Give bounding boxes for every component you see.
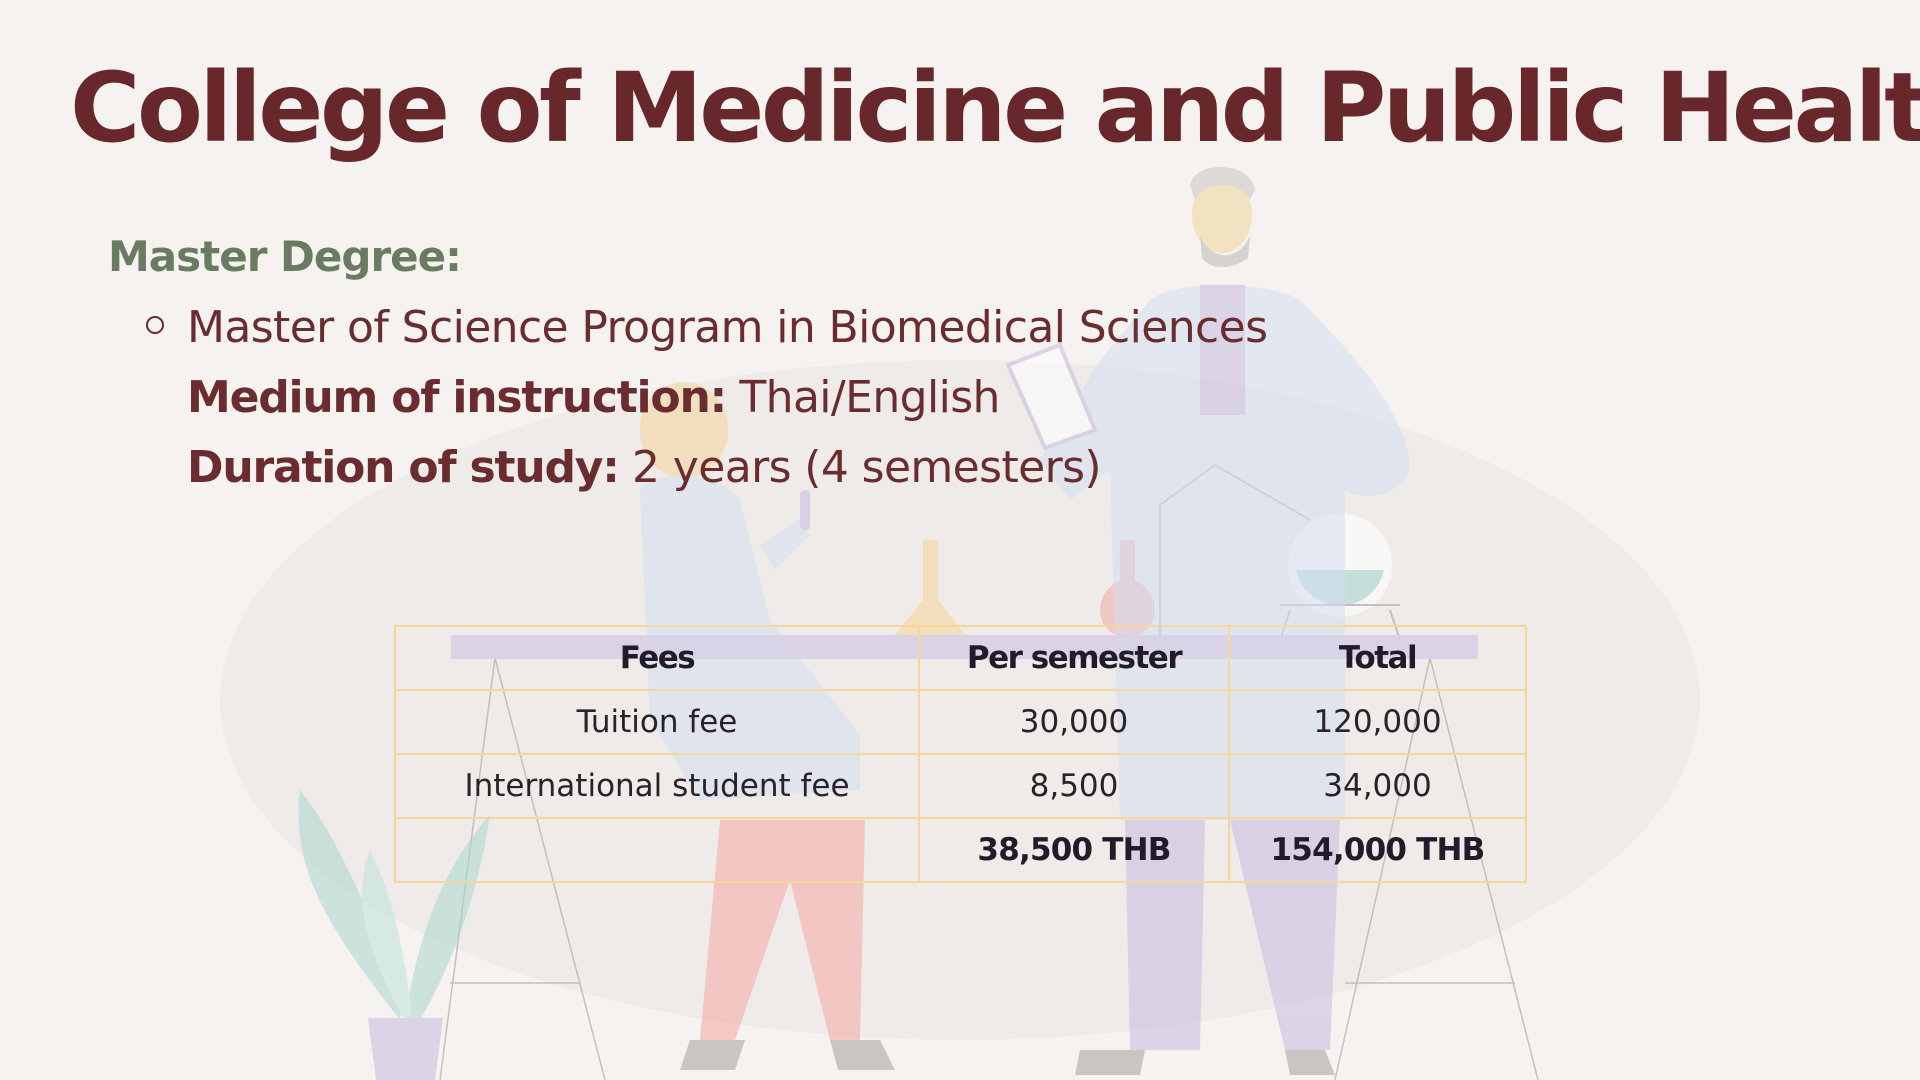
column-header-fees: Fees: [394, 625, 920, 691]
table-row: International student fee 8,500 34,000: [394, 753, 1527, 819]
fee-name-cell: International student fee: [394, 753, 920, 819]
fee-name-cell: Tuition fee: [394, 689, 920, 755]
grand-total-cell: 154,000 THB: [1228, 817, 1527, 883]
duration-value: 2 years (4 semesters): [632, 442, 1102, 493]
per-semester-sum-cell: 38,500 THB: [918, 817, 1230, 883]
total-cell: 120,000: [1228, 689, 1527, 755]
table-row: Tuition fee 30,000 120,000: [394, 689, 1527, 755]
duration-label: Duration of study:: [187, 442, 620, 493]
table-header-row: Fees Per semester Total: [394, 625, 1527, 691]
medium-of-instruction: Medium of instruction: Thai/English: [187, 372, 1000, 423]
duration-of-study: Duration of study: 2 years (4 semesters): [187, 442, 1102, 493]
medium-label: Medium of instruction:: [187, 372, 727, 423]
medium-value: Thai/English: [739, 372, 1000, 423]
column-header-per-semester: Per semester: [918, 625, 1230, 691]
empty-cell: [394, 817, 920, 883]
per-semester-cell: 8,500: [918, 753, 1230, 819]
total-cell: 34,000: [1228, 753, 1527, 819]
per-semester-cell: 30,000: [918, 689, 1230, 755]
page-title: College of Medicine and Public Health: [70, 52, 1920, 164]
bullet-circle-icon: [146, 316, 164, 334]
table-total-row: 38,500 THB 154,000 THB: [394, 817, 1527, 883]
fees-table: Fees Per semester Total Tuition fee 30,0…: [394, 625, 1527, 883]
column-header-total: Total: [1228, 625, 1527, 691]
program-name: Master of Science Program in Biomedical …: [187, 302, 1268, 353]
section-heading: Master Degree:: [108, 232, 462, 281]
